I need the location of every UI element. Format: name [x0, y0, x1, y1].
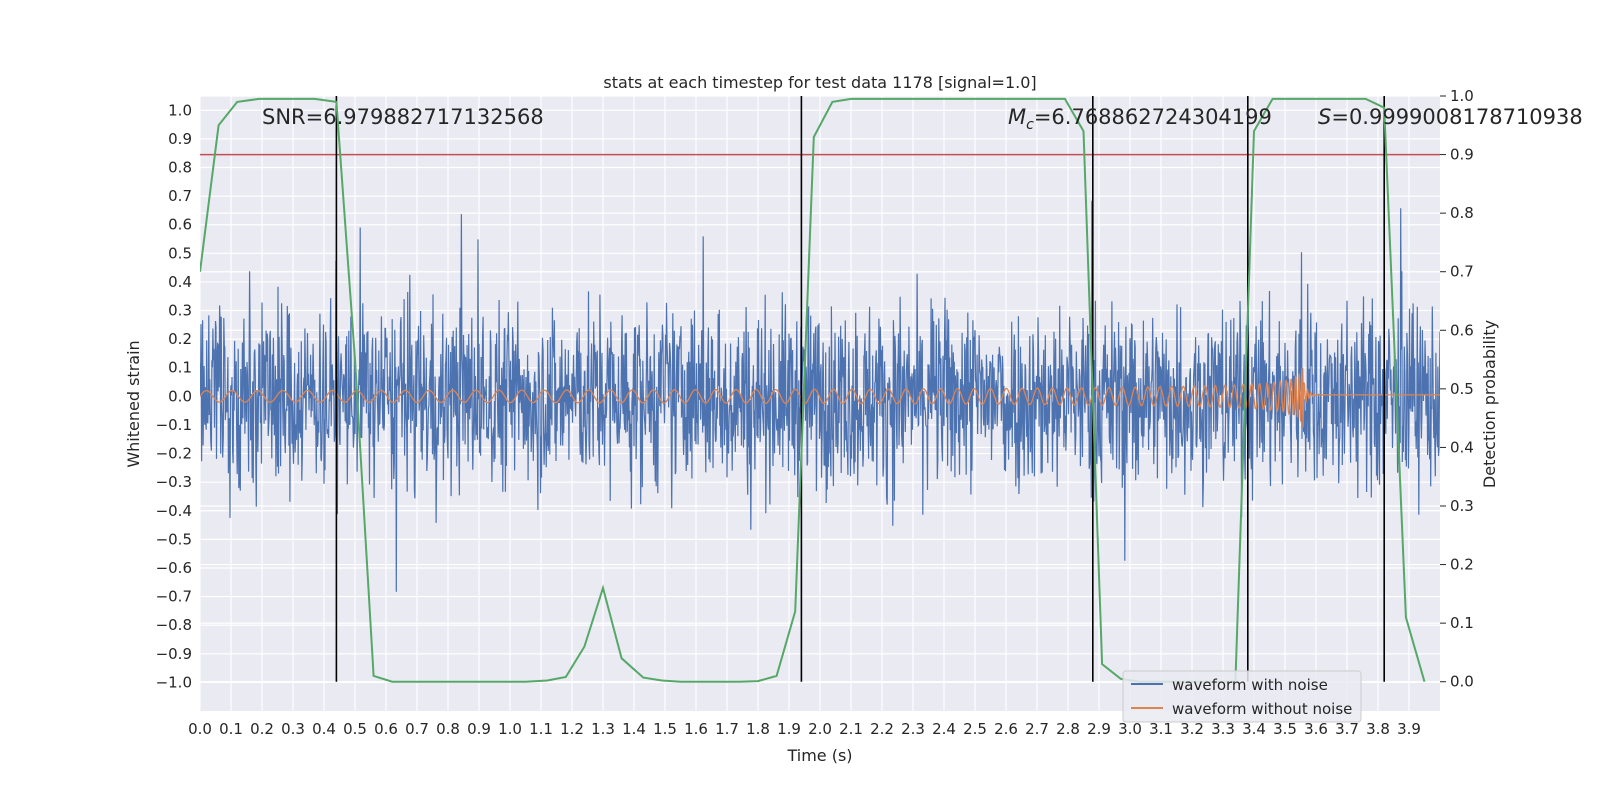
y-tick-label: 0.9 [168, 130, 192, 148]
x-tick-label: 0.4 [312, 720, 336, 738]
x-tick-label: 1.6 [684, 720, 708, 738]
x-tick-label: 2.2 [870, 720, 894, 738]
chart-title: stats at each timestep for test data 117… [603, 73, 1036, 92]
y-tick-label: −0.5 [156, 530, 192, 548]
y-tick-label: 0.5 [168, 244, 192, 262]
chirp-mass-subscript: c [1026, 117, 1034, 133]
legend: waveform with noise waveform without noi… [1122, 670, 1362, 723]
chirp-mass-value: =6.768862724304199 [1034, 105, 1272, 129]
y-tick-label: 0.2 [168, 330, 192, 348]
y-tick-label: −0.1 [156, 416, 192, 434]
y2-tick-label: 0.0 [1450, 673, 1474, 691]
x-tick-label: 2.6 [994, 720, 1018, 738]
x-tick-label: 0.0 [188, 720, 212, 738]
legend-box [1122, 670, 1362, 723]
x-tick-label: 3.9 [1397, 720, 1421, 738]
x-tick-label: 0.1 [219, 720, 243, 738]
x-tick-label: 1.1 [529, 720, 553, 738]
chirp-mass-annotation: Mc=6.768862724304199 [1008, 105, 1272, 133]
y2-tick-label: 0.7 [1450, 263, 1474, 281]
noisy-waveform-line [200, 200, 1440, 592]
x-tick-label: 1.5 [653, 720, 677, 738]
x-tick-label: 0.8 [436, 720, 460, 738]
spin-value: =0.9999008178710938 [1331, 105, 1582, 129]
y-tick-label: −0.9 [156, 645, 192, 663]
x-tick-label: 3.0 [1118, 720, 1142, 738]
x-tick-label: 2.1 [839, 720, 863, 738]
y-tick-label: −0.2 [156, 445, 192, 463]
spin-symbol: S [1318, 105, 1331, 129]
x-tick-label: 1.2 [560, 720, 584, 738]
x-tick-label: 3.5 [1273, 720, 1297, 738]
x-tick-label: 3.7 [1335, 720, 1359, 738]
y-tick-label: −0.4 [156, 502, 192, 520]
x-tick-label: 1.3 [591, 720, 615, 738]
x-tick-label: 0.9 [467, 720, 491, 738]
y-tick-label: 0.4 [168, 273, 192, 291]
y2-tick-label: 1.0 [1450, 87, 1474, 105]
x-tick-label: 1.4 [622, 720, 646, 738]
y-tick-label: 0.0 [168, 387, 192, 405]
y-tick-label: −0.8 [156, 616, 192, 634]
x-tick-label: 0.5 [343, 720, 367, 738]
x-tick-label: 3.1 [1149, 720, 1173, 738]
legend-label-clean: waveform without noise [1172, 700, 1352, 718]
y-tick-label: −1.0 [156, 673, 192, 691]
x-tick-label: 2.3 [901, 720, 925, 738]
x-tick-label: 1.8 [746, 720, 770, 738]
x-tick-label: 3.8 [1366, 720, 1390, 738]
x-tick-label: 3.3 [1211, 720, 1235, 738]
y2-tick-label: 0.9 [1450, 146, 1474, 164]
y-tick-label: 0.7 [168, 187, 192, 205]
spin-annotation: S=0.9999008178710938 [1318, 105, 1583, 129]
x-tick-label: 2.8 [1056, 720, 1080, 738]
x-tick-label: 0.3 [281, 720, 305, 738]
y-tick-label: 0.3 [168, 302, 192, 320]
x-tick-label: 2.4 [932, 720, 956, 738]
x-tick-label: 1.7 [715, 720, 739, 738]
y2-tick-label: 0.1 [1450, 614, 1474, 632]
x-tick-label: 2.0 [808, 720, 832, 738]
x-tick-label: 0.6 [374, 720, 398, 738]
x-tick-label: 2.7 [1025, 720, 1049, 738]
y-tick-label: −0.7 [156, 588, 192, 606]
x-tick-label: 2.9 [1087, 720, 1111, 738]
y-tick-label: 1.0 [168, 101, 192, 119]
x-tick-label: 3.2 [1180, 720, 1204, 738]
y-tick-label: 0.6 [168, 216, 192, 234]
axes: 0.0 0.1 0.2 0.3 0.4 0.5 0.6 0.7 0.8 0.9 1.0 1.1 1.2 1… [156, 87, 1474, 738]
x-tick-label: 2.5 [963, 720, 987, 738]
y-tick-label: −0.6 [156, 559, 192, 577]
y-tick-label: 0.8 [168, 159, 192, 177]
x-tick-label: 0.7 [405, 720, 429, 738]
y2-tick-label: 0.2 [1450, 556, 1474, 574]
y2-tick-label: 0.6 [1450, 321, 1474, 339]
legend-label-noisy: waveform with noise [1172, 676, 1328, 694]
snr-annotation: SNR=6.979882717132568 [262, 105, 544, 129]
y2-tick-label: 0.5 [1450, 380, 1474, 398]
x-tick-label: 3.4 [1242, 720, 1266, 738]
y-tick-label: −0.3 [156, 473, 192, 491]
y-axis-label: Whitened strain [124, 340, 143, 467]
y2-tick-label: 0.3 [1450, 497, 1474, 515]
y2-tick-label: 0.4 [1450, 438, 1474, 456]
x-tick-label: 1.9 [777, 720, 801, 738]
x-tick-label: 3.6 [1304, 720, 1328, 738]
chirp-mass-symbol: M [1008, 105, 1026, 129]
x-tick-label: 0.2 [250, 720, 274, 738]
clean-waveform-line [200, 367, 1440, 428]
y-tick-label: 0.1 [168, 359, 192, 377]
y2-tick-label: 0.8 [1450, 204, 1474, 222]
x-axis-label: Time (s) [786, 746, 852, 765]
x-tick-label: 1.0 [498, 720, 522, 738]
y2-axis-label: Detection probability [1480, 320, 1499, 488]
